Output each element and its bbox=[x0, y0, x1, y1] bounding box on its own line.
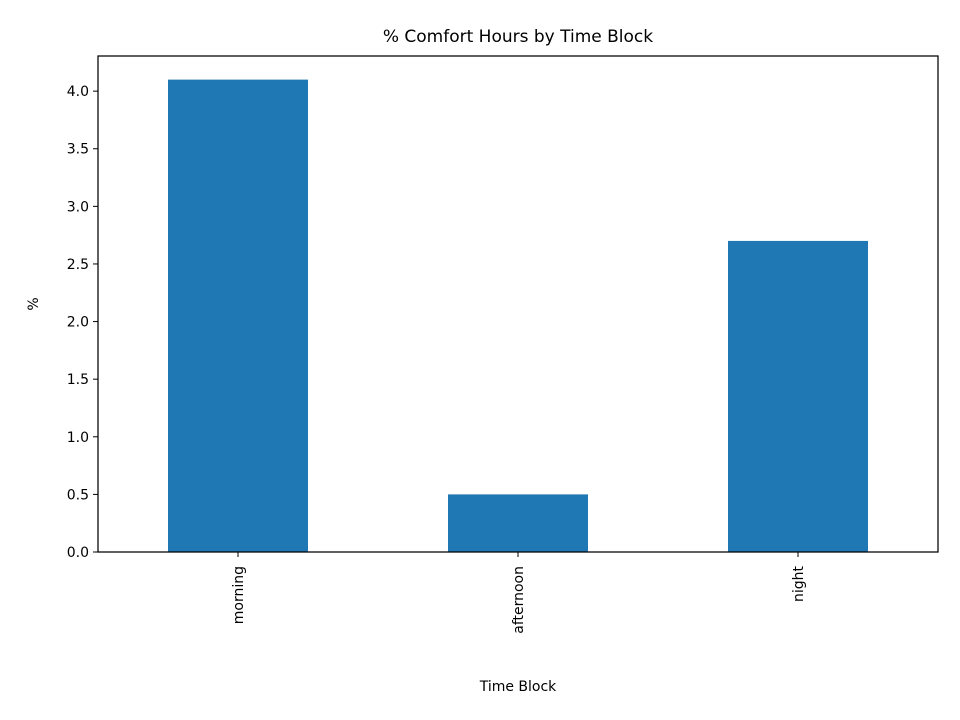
y-tick-label: 3.0 bbox=[67, 199, 89, 215]
x-tick-label: night bbox=[791, 565, 807, 602]
bar-afternoon bbox=[448, 494, 588, 552]
chart-title: % Comfort Hours by Time Block bbox=[383, 27, 653, 47]
y-tick-label: 4.0 bbox=[67, 84, 89, 100]
plot-area bbox=[168, 79, 868, 552]
y-tick-label: 2.5 bbox=[67, 257, 89, 273]
bar-night bbox=[728, 240, 868, 552]
y-tick-label: 0.0 bbox=[67, 545, 89, 561]
x-tick-label: morning bbox=[231, 566, 247, 624]
x-axis: morning afternoon night bbox=[231, 552, 807, 634]
y-tick-label: 3.5 bbox=[67, 142, 89, 158]
x-tick-label: afternoon bbox=[511, 566, 527, 634]
y-tick-label: 0.5 bbox=[67, 487, 89, 503]
y-tick-label: 2.0 bbox=[67, 315, 89, 331]
bar-morning bbox=[168, 79, 308, 552]
y-axis: 0.0 0.5 1.0 1.5 2.0 2.5 3.0 3.5 4.0 bbox=[67, 84, 98, 561]
y-tick-label: 1.5 bbox=[67, 372, 89, 388]
y-tick-label: 1.0 bbox=[67, 430, 89, 446]
y-axis-label: % bbox=[26, 297, 42, 310]
x-axis-label: Time Block bbox=[479, 679, 557, 695]
